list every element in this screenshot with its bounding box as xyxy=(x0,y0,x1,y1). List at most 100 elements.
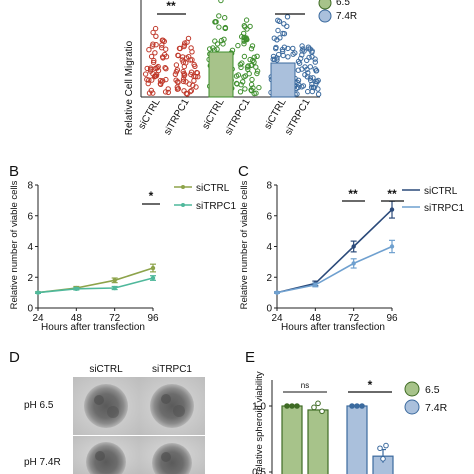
panel-a-dot xyxy=(281,31,288,37)
panel-e-ytick-label: 1.0 xyxy=(252,402,266,413)
panel-a-dot xyxy=(160,37,166,43)
panel-a-dot xyxy=(159,45,165,51)
panel-e-bar xyxy=(281,405,303,474)
panel-a-dot xyxy=(249,43,256,49)
panel-c-letter: C xyxy=(238,163,249,180)
panel-c-ytick-label: 2 xyxy=(266,273,272,284)
panel-a-dot xyxy=(218,0,224,4)
panel-a-dot xyxy=(180,76,187,82)
panel-b-ytick-label: 4 xyxy=(27,242,33,253)
panel-a-dot xyxy=(284,23,290,29)
panel-e-legend-label-1: 6.5 xyxy=(425,384,440,396)
panel-a-dot xyxy=(216,24,222,30)
panel-a-dot xyxy=(157,77,164,84)
panel-c-point xyxy=(351,261,356,266)
panel-a-dot xyxy=(183,90,190,97)
panel-a-dot xyxy=(285,54,291,60)
panel-a-dot xyxy=(175,86,182,92)
panel-b-sig: * xyxy=(149,189,154,203)
panel-a-dot xyxy=(285,45,291,52)
panel-b-legend-marker-1 xyxy=(181,185,185,189)
panel-c-sig-1: ** xyxy=(348,187,358,201)
panel-b-point xyxy=(112,278,117,283)
panel-a-dot xyxy=(152,65,159,72)
panel-b-xtick-label: 24 xyxy=(32,313,44,324)
panel-b-legend-marker-2 xyxy=(181,203,185,207)
panel-e-legend-swatch-2 xyxy=(404,399,420,415)
panel-a-dot xyxy=(222,15,228,21)
panel-b-xtick-label: 96 xyxy=(147,313,159,324)
panel-a-dot xyxy=(175,52,181,58)
panel-a-dot xyxy=(152,25,159,32)
panel-e-point xyxy=(319,408,325,415)
panel-a-legend-swatch-2 xyxy=(318,9,332,23)
panel-e-sig-2: * xyxy=(368,378,373,392)
panel-a-dot xyxy=(312,59,318,65)
panel-a-dot xyxy=(275,17,281,23)
panel-a-dot xyxy=(165,86,171,92)
panel-e-point xyxy=(315,400,321,407)
panel-c-xtick-label: 72 xyxy=(348,313,360,324)
panel-a-dot xyxy=(273,45,279,52)
panel-a-dot xyxy=(153,33,159,39)
panel-a-dot xyxy=(212,38,218,44)
panel-e-point xyxy=(377,445,383,452)
panel-a-category-label: siTRPC1 xyxy=(223,97,253,138)
panel-b-letter: B xyxy=(9,163,19,180)
panel-c-xtick-label: 96 xyxy=(386,313,398,324)
panel-e-letter: E xyxy=(245,349,255,366)
panel-a-dot xyxy=(161,38,168,45)
panel-a-dot xyxy=(280,52,286,59)
micrograph-trpc1-65 xyxy=(139,377,205,435)
panel-a-dot xyxy=(145,80,151,87)
panel-a-dot xyxy=(222,25,228,31)
panel-a-dot xyxy=(187,57,194,63)
panel-a-dot xyxy=(237,61,244,68)
panel-b-ytick-label: 6 xyxy=(27,211,33,222)
panel-a-dot xyxy=(144,65,150,72)
panel-a: Relative Cell Migratio ** siCTRL siTRPC1 s… xyxy=(124,0,357,137)
panel-c-point xyxy=(274,290,280,295)
panel-c-series-line-0 xyxy=(276,209,393,294)
panel-a-dot xyxy=(296,60,303,66)
panel-c-sig-2: ** xyxy=(387,187,397,201)
panel-c-plot xyxy=(274,200,395,295)
panel-a-dot xyxy=(181,63,188,70)
panel-b-xlabel: Hours after transfection xyxy=(41,322,145,333)
panel-e-ylabel: Relative spheroid viability xyxy=(254,371,265,474)
panel-a-dot xyxy=(148,53,155,60)
panel-a-dot xyxy=(235,72,242,78)
panel-d-letter: D xyxy=(9,349,20,366)
panel-c-series-line-1 xyxy=(276,245,393,294)
panel-a-dot xyxy=(148,66,154,73)
panel-c-point xyxy=(351,244,356,249)
panel-a-dot xyxy=(244,64,251,70)
panel-a-dot xyxy=(256,84,262,91)
panel-c: C Relative number of viable cells 024682… xyxy=(238,163,464,333)
panel-a-dot xyxy=(163,66,169,72)
panel-e-point xyxy=(359,403,365,409)
panel-a-bar-2 xyxy=(208,51,234,98)
panel-a-dot xyxy=(212,19,218,25)
panel-a-legend-label-2: 7.4R xyxy=(336,11,357,22)
panel-b-point xyxy=(150,265,156,271)
panel-d: D siCTRL siTRPC1 pH 6.5 pH 7.4R xyxy=(9,349,205,474)
panel-e-legend-label-2: 7.4R xyxy=(425,402,448,414)
panel-e-point xyxy=(311,404,317,411)
panel-b-ytick-label: 2 xyxy=(27,273,33,284)
panel-a-dot xyxy=(239,60,245,66)
panel-a-dot xyxy=(307,46,313,52)
panel-a-dot xyxy=(243,35,249,41)
panel-a-dot xyxy=(244,26,250,32)
panel-c-xtick-label: 24 xyxy=(271,313,283,324)
panel-a-dot xyxy=(248,46,255,52)
panel-b-legend-label-2: siTRPC1 xyxy=(196,201,236,212)
panel-a-dot xyxy=(216,13,222,19)
panel-e-bars xyxy=(281,400,394,474)
panel-a-dot xyxy=(248,88,255,94)
panel-a-dot xyxy=(150,29,156,36)
panel-a-dot xyxy=(153,73,160,79)
panel-a-dot xyxy=(235,42,241,49)
panel-a-dot xyxy=(299,43,305,49)
panel-a-dot xyxy=(254,70,260,77)
